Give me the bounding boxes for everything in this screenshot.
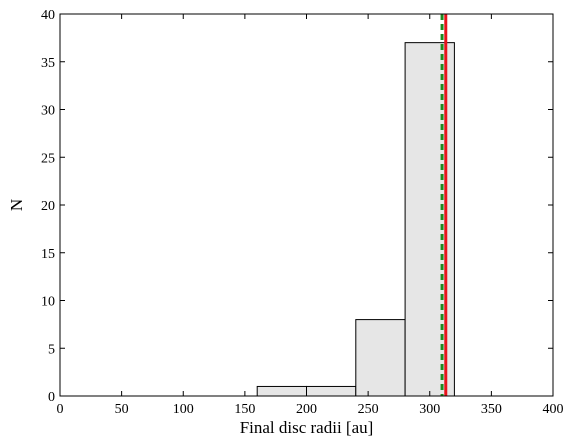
histogram-bar-2 [355,319,406,397]
y-tick-label: 5 [48,342,55,357]
x-tick-label: 50 [115,402,129,417]
x-tick-label: 100 [173,402,194,417]
x-tick-label: 150 [234,402,255,417]
y-tick-label: 40 [41,8,55,23]
y-tick-label: 30 [41,104,55,119]
x-tick-label: 250 [358,402,379,417]
x-tick-label: 400 [543,402,564,417]
y-tick-label: 20 [41,199,55,214]
histogram-bar-0 [256,385,308,397]
y-tick-label: 10 [41,295,55,310]
reference-lines-layer [440,14,448,396]
x-tick-label: 350 [481,402,502,417]
x-tick-label: 300 [419,402,440,417]
plot-frame [59,13,554,397]
tick-labels-layer: 0 50 100 150 200 250 300 350 400 0 5 10 15 20 25 30 35 40 [41,8,564,417]
x-tick-label: 0 [57,402,64,417]
y-tick-label: 0 [48,390,55,405]
y-tick-label: 15 [41,247,55,262]
x-tick-label: 200 [296,402,317,417]
ticks-layer [59,13,554,397]
x-axis-title: Final disc radii [au] [240,418,374,437]
y-tick-label: 35 [41,56,55,71]
y-tick-label: 25 [41,151,55,166]
y-axis-title: N [7,199,26,211]
histogram-bar-1 [306,385,357,397]
bars-layer [256,42,455,397]
